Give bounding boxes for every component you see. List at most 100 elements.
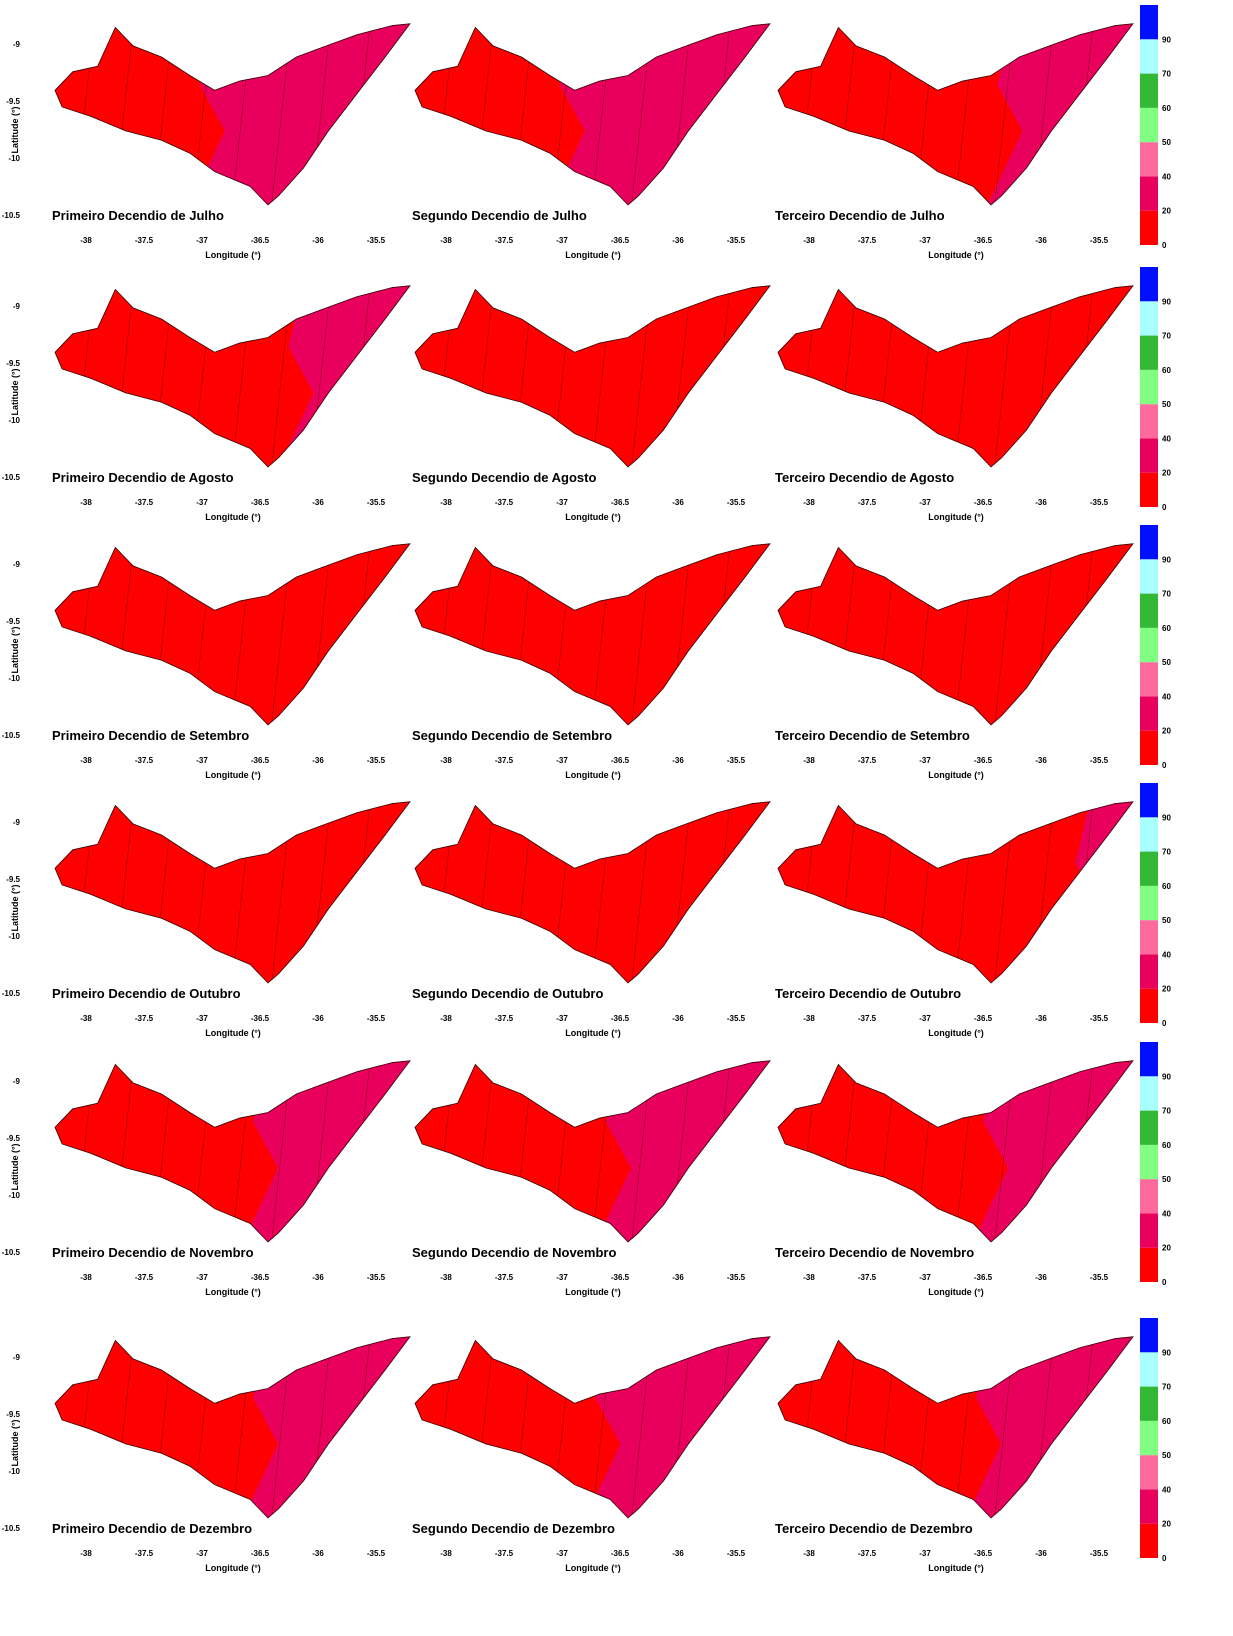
region-red [415,286,770,467]
map-panel [415,798,770,983]
x-tick-label: -37.5 [858,756,877,765]
colorbar-segment [1140,438,1158,472]
x-tick-label: -35.5 [1090,498,1109,507]
colorbar-segment [1140,142,1158,176]
x-tick-label: -35.5 [1090,236,1109,245]
x-axis-label: Longitude (°) [565,1563,621,1573]
x-tick-label: -37.5 [858,1273,877,1282]
colorbar-segment [1140,1042,1158,1076]
colorbar-label: 90 [1162,297,1171,306]
region-red [778,286,1133,467]
colorbar-segment [1140,1111,1158,1145]
y-axis-label: Latitude (°) [10,884,20,931]
colorbar-segment [1140,628,1158,662]
colorbar-label: 70 [1162,1383,1171,1392]
y-tick-label: -9.5 [6,359,20,368]
x-tick-label: -35.5 [727,1014,746,1023]
x-tick-label: -36.5 [251,236,270,245]
x-tick-label: -37 [196,756,208,765]
colorbar-segment [1140,74,1158,108]
panel-title: Primeiro Decendio de Agosto [52,470,234,485]
colorbar-label: 0 [1162,241,1167,250]
colorbar-segment [1140,404,1158,438]
y-tick-label: -10 [8,1467,20,1476]
x-tick-label: -38 [80,1014,92,1023]
x-axis-label: Longitude (°) [205,1563,261,1573]
x-axis-label: Longitude (°) [565,770,621,780]
colorbar-segment [1140,852,1158,886]
colorbar-label: 70 [1162,332,1171,341]
map-panel [778,20,1133,205]
region-pink [550,20,770,205]
x-tick-label: -37.5 [135,756,154,765]
x-tick-label: -37 [919,756,931,765]
panel-title: Terceiro Decendio de Agosto [775,470,954,485]
map-panel [415,20,770,205]
x-tick-label: -36 [1035,1273,1047,1282]
colorbar-segment [1140,1076,1158,1110]
map-panel [415,282,770,467]
colorbar-label: 90 [1162,1348,1171,1357]
y-tick-label: -10.5 [2,989,21,998]
colorbar-segment [1140,473,1158,507]
colorbar-segment [1140,886,1158,920]
map-panel [778,798,1133,983]
x-tick-label: -37.5 [135,1549,154,1558]
region-pink [585,1333,770,1518]
x-tick-label: -37.5 [135,1273,154,1282]
colorbar-segment [1140,336,1158,370]
panel-title: Primeiro Decendio de Setembro [52,728,249,743]
x-tick-label: -36 [1035,236,1047,245]
x-tick-label: -35.5 [367,498,386,507]
map-panel [415,1057,770,1242]
x-tick-label: -37 [919,1549,931,1558]
x-tick-label: -38 [440,1549,452,1558]
x-axis-label: Longitude (°) [928,770,984,780]
colorbar-label: 60 [1162,366,1171,375]
x-tick-label: -37.5 [858,1549,877,1558]
x-tick-label: -36.5 [974,236,993,245]
x-tick-label: -36 [672,1014,684,1023]
y-tick-label: -10 [8,1191,20,1200]
x-tick-label: -37.5 [495,498,514,507]
colorbar-label: 40 [1162,1209,1171,1218]
colorbar-segment [1140,662,1158,696]
colorbar-label: 60 [1162,624,1171,633]
colorbar-label: 40 [1162,434,1171,443]
colorbar-segment [1140,211,1158,245]
map-panel [415,1333,770,1518]
y-tick-label: -10 [8,416,20,425]
x-axis-label: Longitude (°) [205,250,261,260]
colorbar-label: 50 [1162,1451,1171,1460]
colorbar-label: 90 [1162,35,1171,44]
x-tick-label: -38 [80,1549,92,1558]
x-axis-label: Longitude (°) [205,1028,261,1038]
x-tick-label: -37.5 [858,498,877,507]
panel-title: Segundo Decendio de Agosto [412,470,596,485]
y-tick-label: -9 [13,40,21,49]
y-tick-label: -10.5 [2,1248,21,1257]
x-tick-label: -36.5 [611,1549,630,1558]
x-tick-label: -37 [196,1549,208,1558]
y-tick-label: -10 [8,932,20,941]
colorbar-label: 20 [1162,1244,1171,1253]
x-tick-label: -37 [196,236,208,245]
panel-title: Segundo Decendio de Dezembro [412,1521,615,1536]
x-axis-label: Longitude (°) [205,770,261,780]
colorbar-segment [1140,1489,1158,1523]
x-axis-label: Longitude (°) [565,512,621,522]
colorbar-label: 90 [1162,555,1171,564]
colorbar-label: 0 [1162,1554,1167,1563]
colorbar-label: 90 [1162,1072,1171,1081]
x-axis-label: Longitude (°) [205,1287,261,1297]
y-tick-label: -10.5 [2,731,21,740]
x-tick-label: -35.5 [1090,1549,1109,1558]
x-tick-label: -37 [556,498,568,507]
colorbar-segment [1140,1145,1158,1179]
panel-title: Terceiro Decendio de Novembro [775,1245,974,1260]
x-tick-label: -37.5 [858,1014,877,1023]
panel-title: Primeiro Decendio de Novembro [52,1245,254,1260]
y-tick-label: -9 [13,560,21,569]
x-tick-label: -36 [312,756,324,765]
colorbar-label: 0 [1162,1278,1167,1287]
